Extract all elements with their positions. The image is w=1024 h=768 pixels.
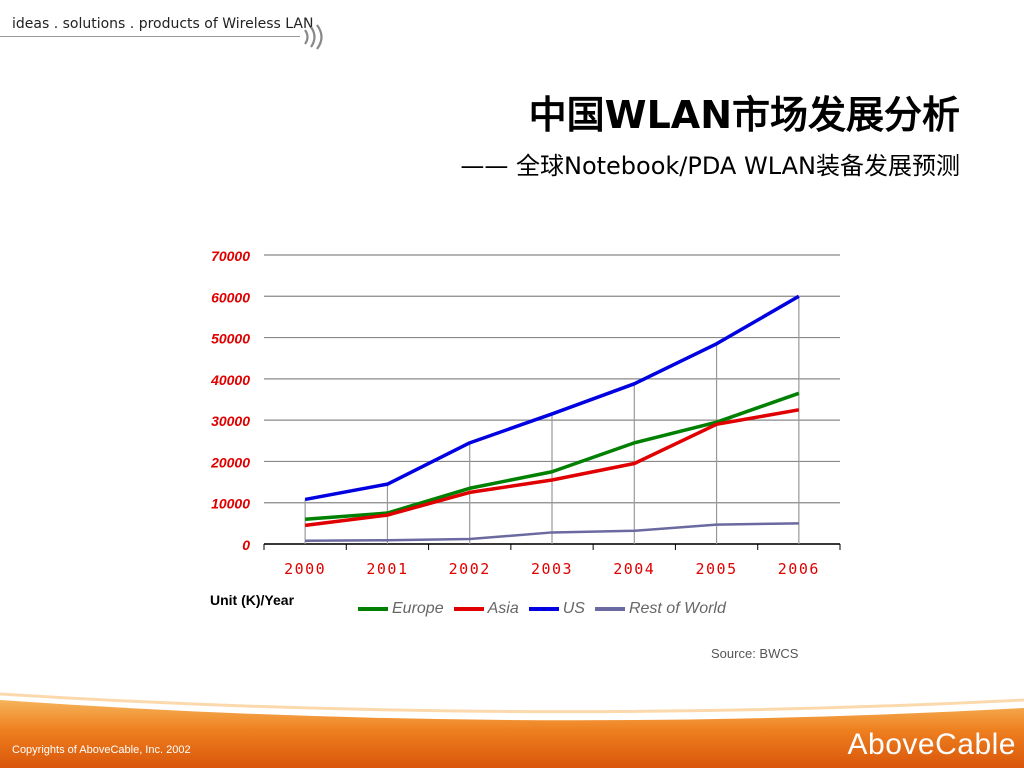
copyright-text: Copyrights of AboveCable, Inc. 2002 (12, 744, 191, 756)
tagline: ideas . solutions . products of Wireless… (12, 16, 314, 32)
tagline-divider (0, 36, 300, 37)
y-tick-label: 30000 (211, 413, 250, 429)
x-tick-label: 2002 (449, 560, 491, 578)
legend-label: US (562, 600, 585, 617)
x-tick-label: 2005 (696, 560, 738, 578)
unit-label: Unit (K)/Year (210, 592, 295, 608)
y-tick-label: 0 (242, 537, 250, 553)
page-subtitle: —— 全球Notebook/PDA WLAN装备发展预测 (460, 152, 960, 180)
source-label: Source: BWCS (711, 646, 799, 661)
series-line-europe (305, 391, 800, 521)
legend-label: Europe (392, 600, 444, 617)
y-tick-label: 60000 (211, 289, 250, 305)
page-title: 中国WLAN市场发展分析 (528, 93, 960, 137)
brand-logo: AboveCable (847, 728, 1016, 761)
legend-swatch (594, 607, 625, 611)
series-line-us (304, 294, 800, 502)
legend-swatch (528, 607, 559, 611)
x-tick-label: 2004 (613, 560, 655, 578)
footer-banner (0, 692, 1024, 768)
y-tick-label: 10000 (211, 496, 250, 512)
legend-item-us: US (528, 600, 585, 618)
legend-item-rest-of-world: Rest of World (594, 600, 726, 618)
legend-item-asia: Asia (453, 600, 519, 618)
series-line-asia (304, 408, 800, 528)
x-tick-label: 2003 (531, 560, 573, 578)
y-tick-label: 50000 (211, 331, 250, 347)
legend-swatch (453, 607, 484, 611)
wireless-waves-icon (304, 24, 323, 50)
x-tick-label: 2001 (366, 560, 408, 578)
y-tick-label: 20000 (210, 454, 250, 470)
x-tick-label: 2006 (778, 560, 820, 578)
legend-item-europe: Europe (358, 600, 444, 618)
legend-swatch (358, 607, 388, 611)
y-tick-label: 40000 (210, 372, 250, 388)
legend-label: Asia (487, 600, 519, 617)
legend-label: Rest of World (628, 600, 726, 617)
chart-legend: Europe Asia US Rest of World (358, 600, 736, 618)
series-line-rest-of-world (305, 522, 799, 542)
y-tick-label: 70000 (211, 248, 250, 264)
x-tick-label: 2000 (284, 560, 326, 578)
